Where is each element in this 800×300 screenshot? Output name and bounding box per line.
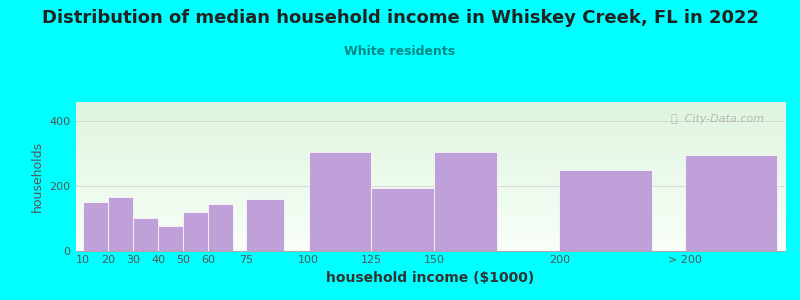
- Bar: [371, 188, 434, 250]
- Bar: [559, 170, 652, 250]
- Bar: [183, 212, 209, 250]
- Text: White residents: White residents: [345, 45, 455, 58]
- Bar: [83, 202, 108, 250]
- Text: ⓘ  City-Data.com: ⓘ City-Data.com: [670, 114, 764, 124]
- Bar: [108, 197, 134, 250]
- Bar: [434, 152, 497, 250]
- Bar: [246, 199, 284, 250]
- Bar: [134, 218, 158, 250]
- Text: Distribution of median household income in Whiskey Creek, FL in 2022: Distribution of median household income …: [42, 9, 758, 27]
- Y-axis label: households: households: [31, 141, 44, 212]
- Bar: [685, 155, 778, 250]
- Bar: [158, 226, 183, 250]
- Bar: [309, 152, 371, 250]
- Bar: [209, 204, 234, 250]
- X-axis label: household income ($1000): household income ($1000): [326, 271, 534, 285]
